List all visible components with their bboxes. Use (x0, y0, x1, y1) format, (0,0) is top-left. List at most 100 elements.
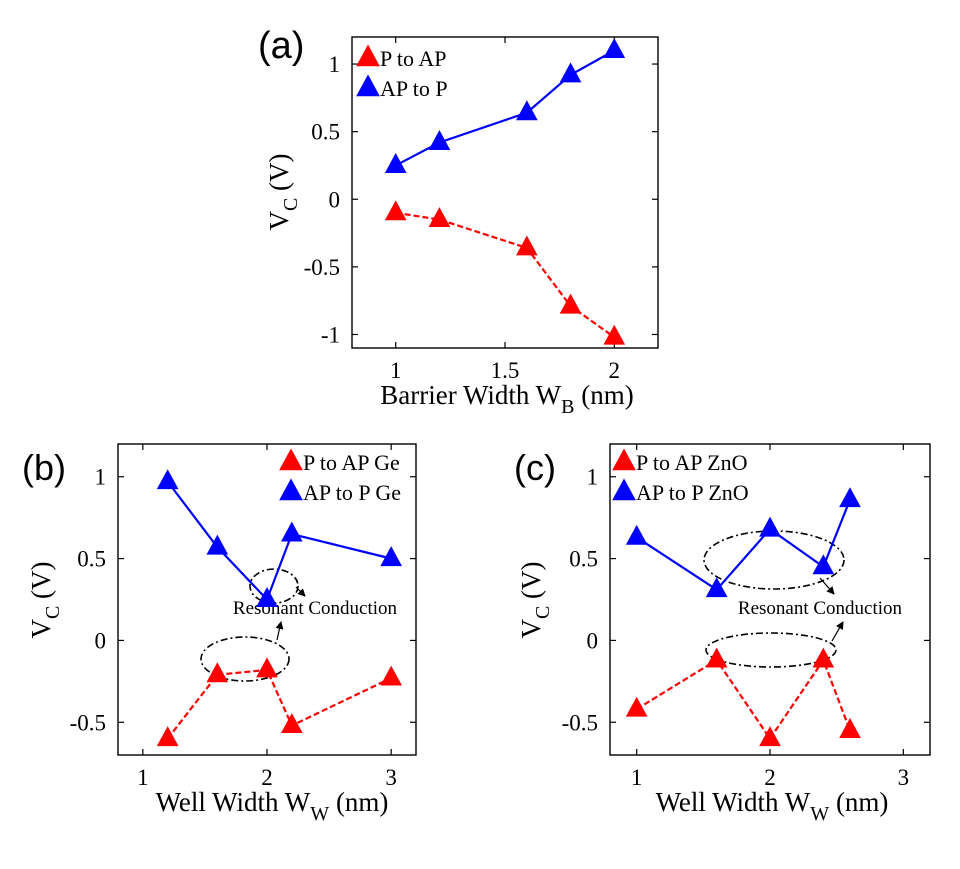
legend-marker (612, 448, 636, 471)
y-tick-label: 0.5 (311, 120, 340, 145)
data-point (839, 717, 861, 738)
panel-label: (b) (22, 447, 66, 488)
data-point (256, 587, 278, 607)
y-tick-label: -1 (321, 322, 340, 347)
x-axis-label-sub: W (810, 803, 829, 825)
x-tick-label: 1.5 (491, 358, 520, 383)
x-tick-label: 1 (137, 765, 149, 790)
y-tick-label: -0.5 (70, 710, 106, 735)
data-point (625, 696, 648, 717)
data-point (280, 521, 303, 542)
legend-marker (356, 74, 380, 97)
legend-marker (279, 448, 303, 471)
resonance-ellipse (200, 636, 290, 682)
series-line-0 (636, 657, 852, 741)
y-axis-label: VC (V) (264, 153, 302, 230)
x-tick-label: 3 (385, 765, 397, 790)
data-point (559, 62, 582, 83)
x-tick-label: 2 (764, 765, 776, 790)
legend-label: P to AP Ge (303, 450, 400, 475)
data-point (156, 469, 179, 490)
y-axis-label: VC (V) (26, 561, 64, 638)
x-axis-label-main: Well Width W (156, 787, 311, 817)
y-axis-label-sub: C (42, 606, 64, 619)
y-axis-label-main: V (26, 619, 56, 639)
data-point (759, 516, 781, 537)
legend-marker (279, 478, 303, 501)
data-point (156, 726, 179, 747)
data-point (516, 100, 538, 121)
data-point (380, 665, 403, 686)
y-tick-label: 0 (95, 628, 107, 653)
y-tick-label: -0.5 (304, 255, 340, 280)
x-tick-label: 1 (631, 765, 643, 790)
resonance-ellipse (705, 632, 837, 668)
data-point (256, 657, 278, 678)
data-point (705, 577, 728, 598)
y-tick-label: 0 (329, 187, 341, 212)
data-point (206, 662, 229, 683)
series-line-0 (395, 211, 615, 339)
x-tick-label: 2 (261, 765, 273, 790)
data-point (380, 546, 403, 567)
x-axis-label: Well Width WW (nm) (656, 787, 889, 825)
annotation-arrow (275, 621, 284, 641)
series-line-1 (636, 499, 852, 592)
x-axis-label-main: Well Width W (656, 787, 811, 817)
y-tick-label: 1 (329, 52, 341, 77)
x-axis-label-main: Barrier Width W (380, 380, 561, 410)
y-axis-label-main: V (516, 619, 546, 639)
data-point (206, 534, 229, 555)
chart-panel-2: 1 2 3 1 0.5 0 -0.5 (c) Well Width WW (nm) VC (V) R… (514, 443, 931, 825)
y-axis-label-sub: C (280, 198, 302, 211)
y-axis-label: VC (V) (516, 561, 554, 638)
data-point (812, 647, 835, 668)
annotation-text: Resonant Conduction (233, 598, 398, 619)
data-point (280, 713, 303, 734)
y-tick-label: 0 (587, 628, 599, 653)
legend-label: P to AP (380, 46, 446, 71)
x-axis-label: Well Width WW (nm) (156, 787, 389, 825)
annotation-arrow (819, 577, 835, 595)
legend-label: AP to P Ge (303, 480, 401, 505)
x-axis-label-unit: (nm) (574, 380, 633, 410)
y-axis-label-unit: (V) (516, 561, 546, 605)
y-tick-label: 0.5 (77, 547, 106, 572)
x-axis-label-unit: (nm) (829, 787, 888, 817)
y-tick-label: 0.5 (569, 547, 598, 572)
data-point (559, 293, 582, 314)
data-point (603, 324, 626, 345)
data-point (625, 524, 648, 545)
data-point (428, 207, 451, 228)
y-axis-label-sub: C (532, 606, 554, 619)
y-axis-label-unit: (V) (26, 561, 56, 605)
legend-label: AP to P ZnO (636, 480, 749, 505)
y-tick-label: 1 (587, 465, 599, 490)
data-point (759, 726, 781, 747)
x-axis-label-sub: W (310, 803, 329, 825)
data-point (516, 235, 538, 256)
annotation-arrow (831, 621, 844, 642)
x-tick-label: 3 (898, 765, 910, 790)
annotation-text: Resonant Conduction (738, 598, 903, 619)
series-line-0 (166, 668, 392, 740)
legend-marker (612, 478, 636, 501)
chart-panel-1: 1 2 3 1 0.5 0 -0.5 (b) Well Width WW (nm) VC (V) R… (22, 443, 417, 825)
legend-label: P to AP ZnO (636, 450, 747, 475)
data-point (384, 153, 407, 173)
data-point (603, 38, 626, 59)
data-point (428, 130, 451, 150)
legend-label: AP to P (380, 76, 448, 101)
x-axis-label: Barrier Width WB (nm) (380, 380, 633, 418)
panel-label: (c) (514, 447, 556, 488)
data-point (839, 487, 861, 508)
x-tick-label: 2 (609, 358, 621, 383)
panel-label: (a) (258, 25, 304, 67)
legend-marker (356, 44, 380, 67)
y-tick-label: -0.5 (562, 710, 598, 735)
x-axis-label-unit: (nm) (329, 787, 388, 817)
y-axis-label-main: V (264, 211, 294, 231)
y-axis-label-unit: (V) (264, 153, 294, 197)
data-point (384, 200, 407, 221)
